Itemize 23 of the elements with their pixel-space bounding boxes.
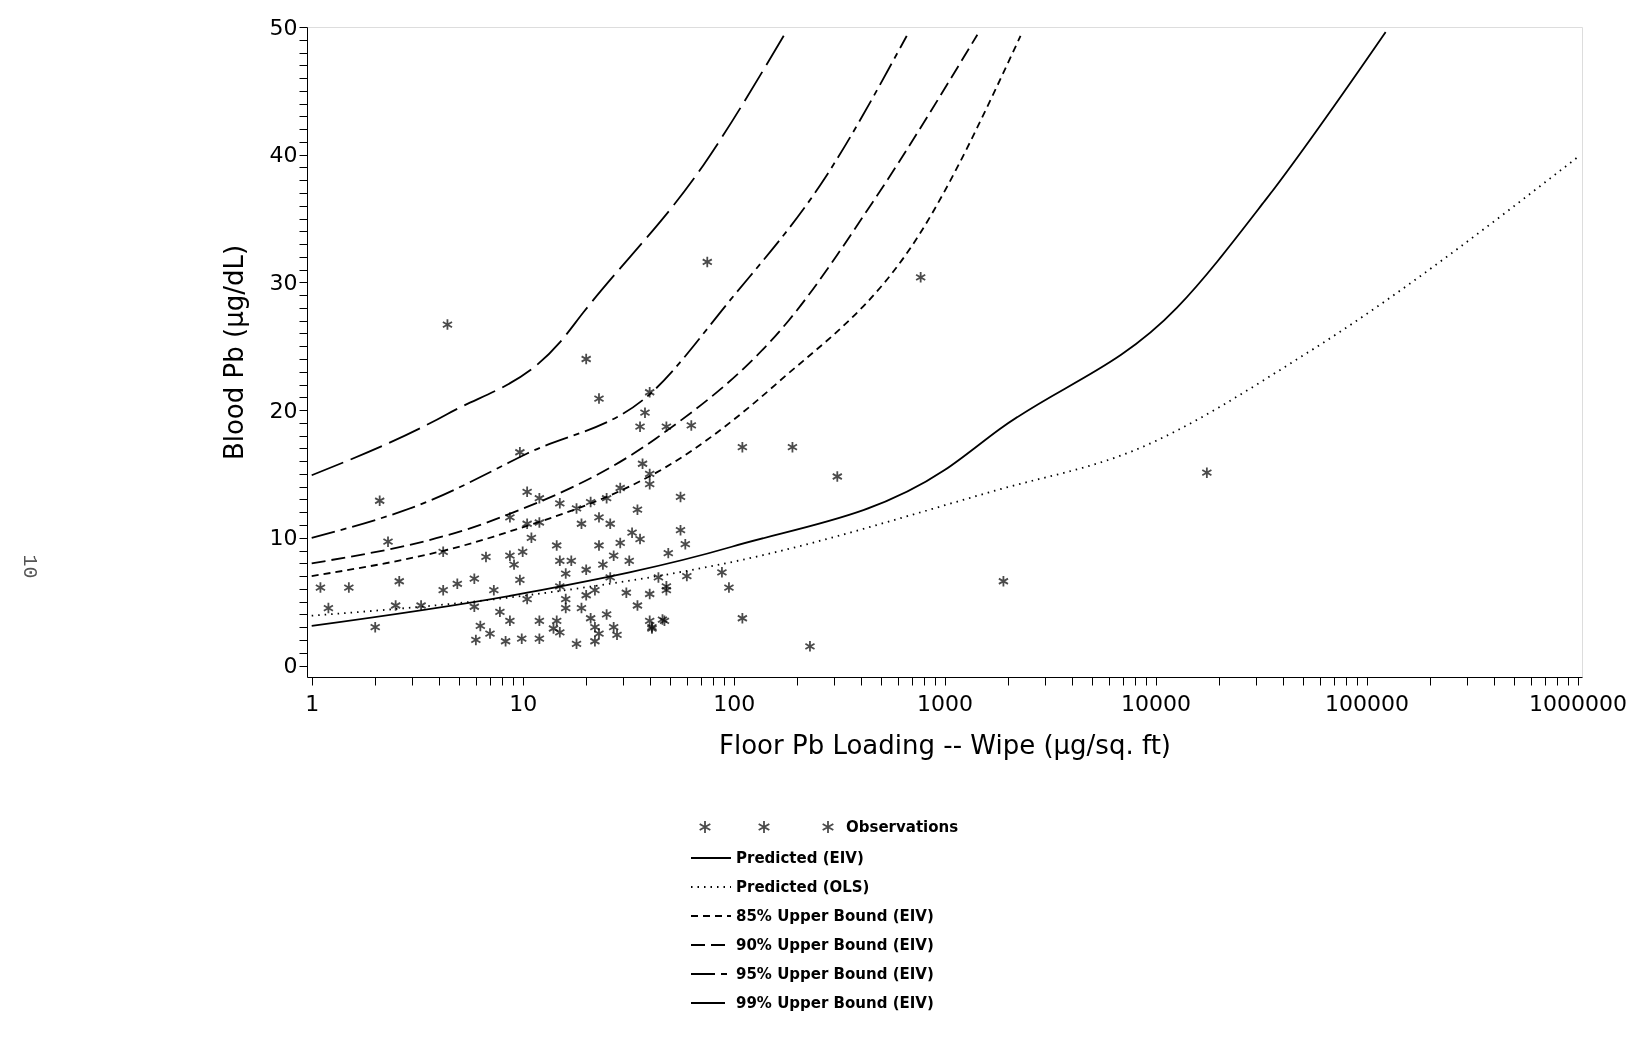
legend-label: Predicted (EIV) [736, 849, 864, 867]
legend-label: Observations [846, 818, 959, 836]
x-tick-label: 100 [713, 690, 756, 716]
legend-label: 85% Upper Bound (EIV) [736, 907, 934, 925]
y-tick-label: 20 [269, 397, 298, 423]
y-tick-label: 50 [269, 14, 298, 40]
text: 10 [18, 554, 41, 579]
x-tick-label: 100000 [1325, 690, 1410, 716]
x-tick-label: 10000 [1121, 690, 1192, 716]
y-tick-label: 40 [269, 142, 298, 168]
legend-label: 95% Upper Bound (EIV) [736, 965, 934, 983]
y-tick-label: 0 [283, 653, 298, 679]
y-axis-title: Blood Pb (μg/dL) [218, 244, 249, 461]
legend-label: 90% Upper Bound (EIV) [736, 936, 934, 954]
x-tick-label: 1000 [917, 690, 974, 716]
y-tick-label: 10 [269, 525, 298, 551]
legend-label: Predicted (OLS) [736, 878, 870, 896]
legend-label: 99% Upper Bound (EIV) [736, 994, 934, 1012]
x-tick-label: 1000000 [1529, 690, 1628, 716]
x-tick-label: 1 [305, 690, 320, 716]
x-axis-title: Floor Pb Loading -- Wipe (μg/sq. ft) [719, 729, 1171, 760]
x-tick-label: 10 [509, 690, 538, 716]
y-tick-label: 30 [269, 269, 298, 295]
